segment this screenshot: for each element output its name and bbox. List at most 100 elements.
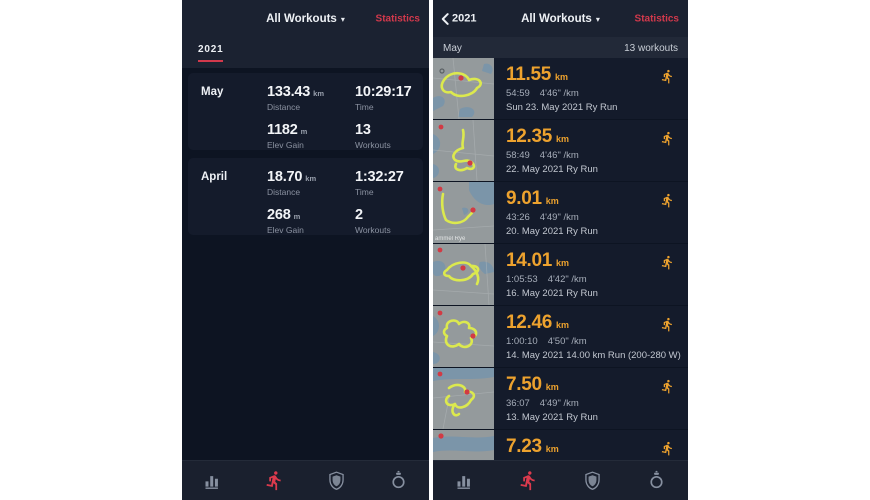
right-header-area: 2021 All Workouts ▾ Statistics [433, 0, 688, 37]
distance-unit: km [545, 382, 559, 392]
map-place-label: ammel Rye [435, 236, 466, 242]
workout-filter-dropdown[interactable]: All Workouts ▾ [521, 13, 600, 25]
month-name: May [201, 86, 224, 98]
stat-value: 18.70 [267, 169, 303, 185]
workout-row[interactable]: ammel Rye 9.01 km 43:26 4'49" /km 20. May… [433, 182, 688, 243]
workout-pace: 4'46" /km [539, 88, 579, 99]
distance-unit: km [556, 258, 570, 268]
watch-icon[interactable] [388, 470, 409, 491]
month-name: April [201, 171, 228, 183]
month-summary-card[interactable]: May 133.43 km Distance 10:29:17 Time 118… [188, 73, 423, 150]
running-icon [660, 255, 675, 270]
running-icon [660, 379, 675, 394]
workout-row[interactable]: 12.35 km 58:49 4'46" /km 22. May 2021 Ry … [433, 120, 688, 181]
workout-distance: 14.01 [506, 250, 553, 271]
workout-date-title: Sun 23. May 2021 Ry Run [506, 102, 618, 113]
workout-pace: 4'49" /km [539, 398, 579, 409]
distance-unit: km [545, 196, 559, 206]
tab-2021[interactable]: 2021 [182, 37, 429, 68]
workout-duration: 36:07 [506, 398, 530, 409]
bar-chart-icon[interactable] [202, 470, 223, 491]
back-button[interactable]: 2021 [441, 12, 476, 25]
month-summary-card[interactable]: April 18.70 km Distance 1:32:27 Time 268… [188, 158, 423, 235]
workout-date-title: 20. May 2021 Ry Run [506, 226, 598, 237]
dropdown-label: All Workouts [266, 12, 337, 25]
shield-icon[interactable] [582, 470, 603, 491]
workout-filter-dropdown[interactable]: All Workouts ▾ [266, 13, 345, 25]
workout-row[interactable]: 12.46 km 1:00:10 4'50" /km 14. May 2021 1… [433, 306, 688, 367]
stat-unit: km [305, 174, 317, 183]
stat-value: 1:32:27 [355, 169, 404, 185]
workout-date-title: 14. May 2021 14.00 km Run (200-280 W) [506, 350, 681, 361]
stat-block: 18.70 km Distance [267, 169, 355, 197]
stat-value: 133.43 [267, 84, 311, 100]
route-map-thumbnail: ammel Rye [433, 182, 494, 243]
stat-label: Workouts [355, 140, 391, 150]
stat-label: Time [355, 187, 374, 197]
workout-count: 13 workouts [624, 42, 678, 54]
shield-icon[interactable] [326, 470, 347, 491]
route-map-thumbnail [433, 244, 494, 305]
workout-row[interactable]: 11.55 km 54:59 4'46" /km Sun 23. May 2021… [433, 58, 688, 119]
distance-unit: km [556, 134, 570, 144]
route-map-thumbnail [433, 368, 494, 429]
route-map-thumbnail [433, 58, 494, 119]
stat-label: Time [355, 102, 374, 112]
stat-block: 268 m Elev Gain [267, 207, 355, 235]
watch-icon[interactable] [646, 470, 667, 491]
month-stats-grid: 18.70 km Distance 1:32:27 Time 268 m Ele… [267, 169, 413, 235]
stat-value: 2 [355, 207, 363, 223]
stat-block: 1:32:27 Time [355, 169, 413, 197]
month-stats-grid: 133.43 km Distance 10:29:17 Time 1182 m … [267, 84, 414, 150]
left-phone-screen: All Workouts ▾ Statistics 2021 May 133.4… [182, 0, 429, 500]
distance-unit: km [555, 72, 569, 82]
statistics-link[interactable]: Statistics [375, 13, 420, 24]
workout-distance: 12.35 [506, 126, 553, 147]
workout-pace: 4'49" /km [539, 212, 579, 223]
workout-duration: 1:05:53 [506, 274, 538, 285]
right-tab-bar [433, 460, 688, 500]
workout-row[interactable]: 14.01 km 1:05:53 4'42" /km 16. May 2021 R… [433, 244, 688, 305]
stat-block: 2 Workouts [355, 207, 413, 235]
stat-label: Distance [267, 187, 301, 197]
route-map-thumbnail [433, 120, 494, 181]
stat-block: 13 Workouts [355, 122, 414, 150]
running-icon [660, 131, 675, 146]
route-map-art [433, 182, 494, 231]
stat-value: 268 [267, 207, 291, 223]
runner-icon[interactable] [518, 470, 539, 491]
stat-unit: m [300, 127, 308, 136]
left-header-area: All Workouts ▾ Statistics 2021 [182, 0, 429, 68]
chevron-down-icon: ▾ [340, 14, 345, 24]
distance-unit: km [556, 320, 570, 330]
workout-distance: 7.23 [506, 436, 542, 457]
stat-block: 1182 m Elev Gain [267, 122, 355, 150]
workout-row[interactable]: 7.50 km 36:07 4'49" /km 13. May 2021 Ry R… [433, 368, 688, 429]
bar-chart-icon[interactable] [454, 470, 475, 491]
year-tab-label: 2021 [198, 44, 224, 55]
workout-duration: 58:49 [506, 150, 530, 161]
stat-label: Elev Gain [267, 140, 304, 150]
stat-value: 10:29:17 [355, 84, 412, 100]
workout-distance: 7.50 [506, 374, 542, 395]
runner-icon[interactable] [264, 470, 285, 491]
month-section-header: May 13 workouts [433, 37, 688, 59]
workout-distance: 11.55 [506, 64, 551, 85]
workout-date-title: 22. May 2021 Ry Run [506, 164, 598, 175]
statistics-link[interactable]: Statistics [634, 13, 679, 24]
workout-list: 11.55 km 54:59 4'46" /km Sun 23. May 2021… [433, 58, 688, 500]
stat-label: Elev Gain [267, 225, 304, 235]
month-summary-list: May 133.43 km Distance 10:29:17 Time 118… [182, 68, 429, 235]
route-map-art [433, 310, 494, 364]
workout-distance: 9.01 [506, 188, 542, 209]
route-map-thumbnail [433, 306, 494, 367]
workout-date-title: 16. May 2021 Ry Run [506, 288, 598, 299]
stat-block: 133.43 km Distance [267, 84, 355, 112]
stat-label: Distance [267, 102, 301, 112]
right-phone-screen: 2021 All Workouts ▾ Statistics May 13 wo… [433, 0, 688, 500]
stat-value: 13 [355, 122, 371, 138]
left-tab-bar [182, 460, 429, 500]
distance-unit: km [545, 444, 559, 454]
workout-duration: 1:00:10 [506, 336, 538, 347]
